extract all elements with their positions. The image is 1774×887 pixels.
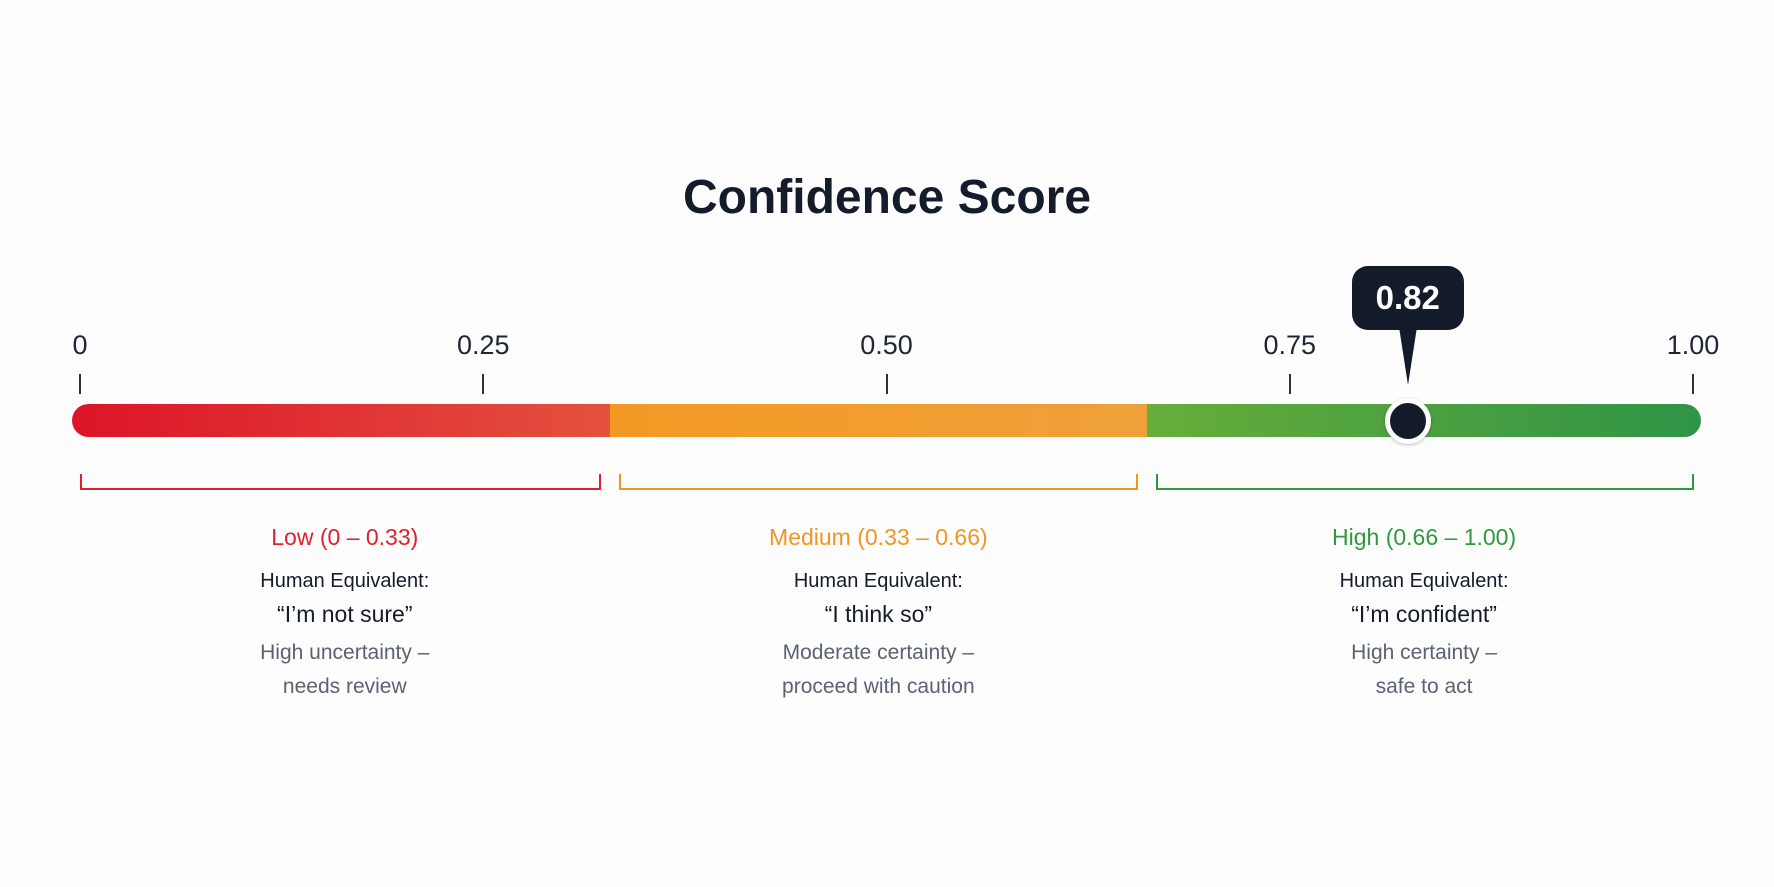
band-description-line: High certainty –	[1351, 641, 1498, 664]
band-bracket	[1156, 474, 1694, 490]
band-description-line: safe to act	[1375, 675, 1473, 698]
human-equivalent-label: Human Equivalent:	[260, 570, 430, 592]
band-info: Low (0 – 0.33) Human Equivalent: “I’m not …	[145, 520, 545, 704]
band-name: Low (0 – 0.33)	[271, 524, 419, 550]
band-bracket	[618, 474, 1139, 490]
band-name: High (0.66 – 1.00)	[1332, 524, 1517, 550]
marker-pointer	[1398, 327, 1417, 385]
tick-label: 0.75	[1263, 330, 1317, 360]
bar-segment	[72, 404, 610, 437]
tick-label: 0.25	[456, 330, 510, 360]
tick-label: 1.00	[1666, 330, 1720, 360]
band-description-line: proceed with caution	[782, 675, 975, 698]
tick-mark	[1288, 374, 1291, 394]
marker-value-bubble: 0.82	[1351, 266, 1464, 330]
tick-label: 0.50	[860, 330, 913, 360]
band-bracket	[80, 474, 601, 490]
band-description-line: Moderate certainty –	[782, 641, 975, 664]
tick-mark	[79, 374, 81, 394]
band-quote: “I’m confident”	[1351, 601, 1497, 627]
tick-label: 0	[72, 330, 88, 360]
bar-segment	[609, 404, 1148, 437]
band-info: Medium (0.33 – 0.66) Human Equivalent: “I …	[678, 520, 1078, 704]
band-description-line: needs review	[282, 675, 407, 698]
human-equivalent-label: Human Equivalent:	[1339, 570, 1509, 592]
human-equivalent-label: Human Equivalent:	[793, 570, 963, 592]
band-quote: “I’m not sure”	[277, 601, 413, 627]
tick-mark	[885, 374, 888, 394]
tick-mark	[1692, 374, 1694, 394]
band-name: Medium (0.33 – 0.66)	[769, 524, 988, 550]
band-description-line: High uncertainty –	[260, 641, 430, 664]
marker-dot	[1384, 398, 1431, 444]
confidence-bar	[72, 404, 1701, 437]
tick-mark	[482, 374, 485, 394]
diagram-title: Confidence Score	[682, 171, 1092, 224]
band-quote: “I think so”	[824, 601, 933, 627]
band-info: High (0.66 – 1.00) Human Equivalent: “I’m …	[1224, 520, 1624, 704]
